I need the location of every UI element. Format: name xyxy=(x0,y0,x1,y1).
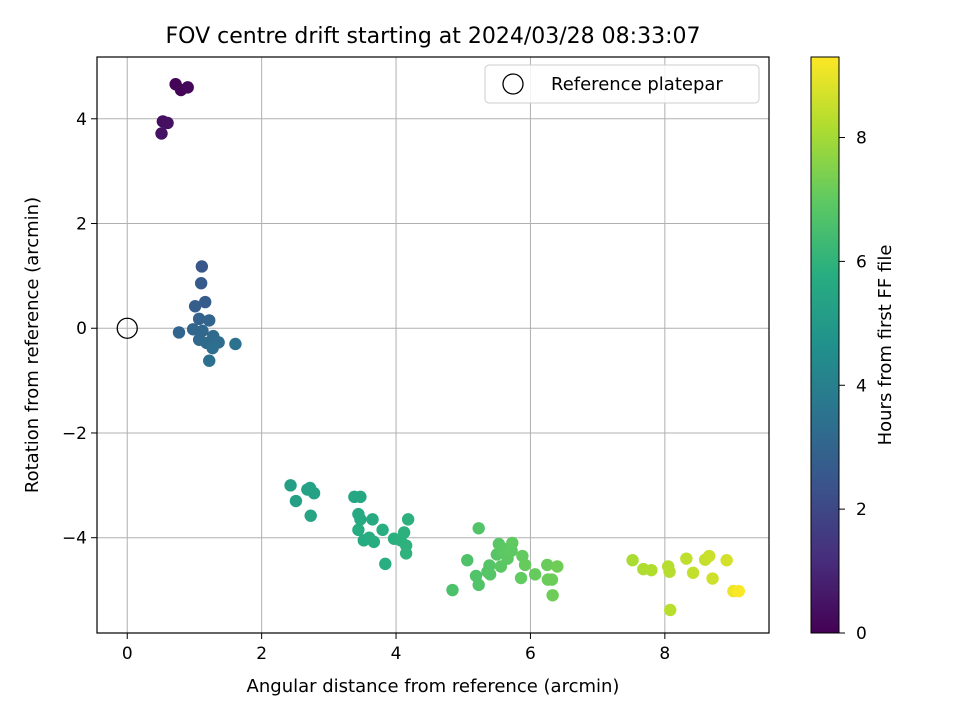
data-point xyxy=(284,479,297,492)
data-point xyxy=(307,486,321,500)
data-point xyxy=(686,566,700,579)
data-point xyxy=(203,354,216,367)
reference-platepar-marker xyxy=(116,317,138,339)
colorbar-tick-label: 4 xyxy=(856,376,867,396)
y-tick-label: −4 xyxy=(62,529,87,549)
colorbar-label: Hours from first FF file xyxy=(875,245,896,446)
data-point xyxy=(446,583,459,597)
colorbar-tick-label: 2 xyxy=(856,500,867,520)
data-point xyxy=(198,295,212,309)
data-point xyxy=(354,490,367,504)
data-point xyxy=(680,552,693,565)
data-point xyxy=(626,554,639,567)
data-point xyxy=(354,513,367,526)
data-point xyxy=(304,509,317,522)
y-tick-label: 0 xyxy=(76,319,87,339)
data-point xyxy=(192,312,206,326)
data-point xyxy=(401,513,415,526)
data-point xyxy=(186,323,200,336)
data-point xyxy=(545,573,559,586)
y-tick-label: 2 xyxy=(76,215,87,235)
data-point xyxy=(514,571,528,585)
data-point xyxy=(376,523,389,537)
data-point xyxy=(472,522,485,535)
x-tick-label: 0 xyxy=(122,644,133,664)
colorbar-ticks: 0 2 4 6 8 xyxy=(839,129,867,644)
legend: Reference platepar xyxy=(484,64,760,104)
x-tick-label: 8 xyxy=(659,644,670,664)
colorbar-tick-label: 6 xyxy=(856,252,867,272)
y-tick-label: 4 xyxy=(76,110,87,130)
legend-box xyxy=(484,64,760,104)
reference-point xyxy=(116,317,138,339)
plot-frame xyxy=(96,56,770,634)
legend-label: Reference platepar xyxy=(551,74,723,95)
colorbar: 0 2 4 6 8 Hours from first FF file xyxy=(810,56,896,644)
data-point xyxy=(483,559,496,572)
data-point xyxy=(229,337,242,351)
data-point xyxy=(472,578,485,592)
data-point xyxy=(541,558,554,572)
data-point xyxy=(720,554,733,567)
data-point xyxy=(203,314,216,327)
legend-marker-open-circle xyxy=(502,73,524,95)
data-point xyxy=(664,603,677,617)
data-point xyxy=(195,260,209,273)
data-point xyxy=(399,547,413,560)
data-point xyxy=(352,523,365,537)
data-point xyxy=(366,513,379,526)
data-point xyxy=(732,584,745,598)
data-point xyxy=(483,568,497,581)
y-axis-ticks: −4 −2 0 2 4 xyxy=(62,110,97,549)
data-point xyxy=(379,557,392,571)
data-point xyxy=(397,526,411,539)
data-point xyxy=(206,341,219,355)
data-point xyxy=(194,277,208,290)
data-point xyxy=(155,127,168,140)
data-point xyxy=(181,81,194,94)
data-point xyxy=(551,560,564,573)
data-point xyxy=(289,494,303,508)
data-point xyxy=(506,536,519,550)
x-tick-label: 4 xyxy=(391,644,402,664)
y-axis-label: Rotation from reference (arcmin) xyxy=(22,197,43,493)
chart-title: FOV centre drift starting at 2024/03/28 … xyxy=(166,24,701,49)
data-point xyxy=(702,549,716,563)
data-point xyxy=(663,565,676,578)
colorbar-tick-label: 0 xyxy=(856,624,867,644)
data-point xyxy=(367,535,381,549)
x-axis-ticks: 0 2 4 6 8 xyxy=(122,633,670,664)
data-point xyxy=(161,116,174,130)
x-tick-label: 6 xyxy=(525,644,536,664)
data-point xyxy=(518,558,532,572)
data-points xyxy=(155,78,745,617)
grid xyxy=(97,57,769,633)
x-axis-label: Angular distance from reference (arcmin) xyxy=(247,676,620,697)
data-point xyxy=(706,572,719,585)
x-tick-label: 2 xyxy=(256,644,267,664)
colorbar-tick-label: 8 xyxy=(856,129,867,149)
colorbar-gradient xyxy=(810,56,840,634)
data-point xyxy=(188,300,202,313)
data-point xyxy=(528,568,542,581)
data-point xyxy=(645,563,658,577)
data-point xyxy=(546,589,559,602)
data-point xyxy=(172,326,186,339)
data-point xyxy=(461,554,474,567)
y-tick-label: −2 xyxy=(62,424,87,444)
